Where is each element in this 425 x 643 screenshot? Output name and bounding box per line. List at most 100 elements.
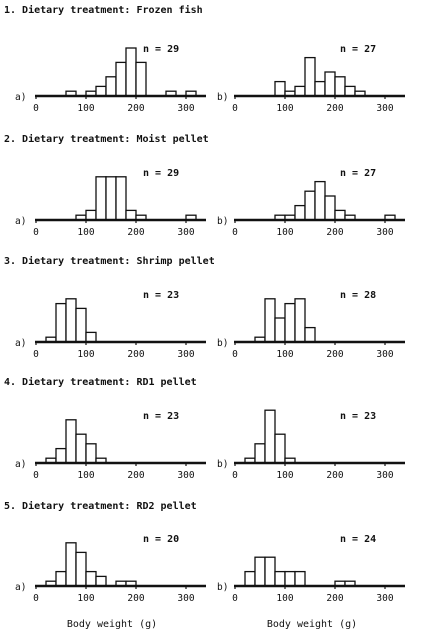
sample-size-label: n = 28 [340, 290, 376, 301]
histogram-panel-b: 0 100 200 300 b) n = 23 [217, 409, 405, 481]
histogram-bar [304, 190, 316, 221]
histogram-bar [324, 71, 336, 97]
x-axis-label: Body weight (g) [267, 619, 357, 630]
section-title: 3. Dietary treatment: Shrimp pellet [4, 255, 215, 267]
histogram-bar [95, 176, 107, 221]
x-tick-label: 300 [177, 470, 194, 481]
section-2: 2. Dietary treatment: Moist pellet 0 100 20… [4, 133, 405, 238]
x-tick-label: 200 [326, 227, 343, 238]
x-tick-label: 200 [127, 593, 144, 604]
section-title: 2. Dietary treatment: Moist pellet [4, 133, 209, 145]
histogram-bar [105, 176, 117, 221]
sample-size-label: n = 20 [143, 534, 179, 545]
histogram-panel-b: 0 100 200 300 b) n = 28 [217, 290, 405, 360]
panel-letter: a) [15, 582, 26, 593]
histogram-bar [135, 61, 147, 97]
sample-size-label: n = 23 [143, 411, 179, 422]
panel-letter: a) [15, 338, 26, 349]
section-5: 5. Dietary treatment: RD2 pellet 0 100 200 3… [4, 500, 405, 630]
section-4: 4. Dietary treatment: RD1 pellet 0 100 200 3… [4, 376, 405, 481]
histogram-bar [115, 61, 127, 97]
histogram-bar [244, 570, 256, 587]
histogram-bar [274, 433, 286, 464]
histogram-bar [304, 326, 316, 343]
histogram-bar [125, 209, 137, 221]
x-tick-label: 0 [33, 227, 39, 238]
x-tick-label: 0 [232, 103, 238, 114]
sample-size-label: n = 29 [143, 44, 179, 55]
histogram-bar [274, 80, 286, 97]
x-tick-label: 200 [127, 470, 144, 481]
histogram-bar [85, 570, 97, 587]
histogram-bar [314, 180, 326, 221]
x-tick-label: 100 [77, 103, 94, 114]
histogram-panel-a: 0 100 200 300 a) n = 29 [15, 168, 206, 238]
histogram-bar [294, 204, 306, 221]
histogram-panel-a: 0 100 200 300 a) n = 23 [15, 411, 206, 481]
histogram-bar [344, 85, 356, 97]
x-tick-label: 200 [326, 349, 343, 360]
histogram-bar [95, 85, 107, 97]
x-tick-label: 100 [276, 227, 293, 238]
section-1: 1. Dietary treatment: Frozen fish 0 100 200… [4, 4, 405, 114]
histogram-panel-b: 0 100 200 300 b) n = 27 [217, 44, 405, 114]
histogram-bar [314, 80, 326, 97]
x-tick-label: 200 [127, 227, 144, 238]
histogram-bar [274, 570, 286, 587]
histogram-bar [294, 570, 306, 587]
histogram-bar [254, 556, 266, 587]
histogram-bar [65, 298, 77, 343]
histogram-bar [105, 76, 117, 97]
x-tick-label: 0 [33, 593, 39, 604]
sample-size-label: n = 23 [143, 290, 179, 301]
x-tick-label: 0 [232, 593, 238, 604]
histogram-panel-a: 0 100 200 300 a) n = 20 Body weight (g) [15, 534, 206, 630]
panel-letter: b) [217, 216, 228, 227]
x-tick-label: 300 [376, 227, 393, 238]
panel-letter: b) [217, 92, 228, 103]
histogram-bar [264, 556, 276, 587]
x-tick-label: 300 [177, 593, 194, 604]
panel-letter: b) [217, 582, 228, 593]
histogram-bar [284, 302, 296, 343]
histogram-bar [334, 209, 346, 221]
histogram-bar [324, 195, 336, 221]
histogram-panel-b: 0 100 200 300 b) n = 24 Body weight (g) [217, 534, 405, 630]
x-tick-label: 300 [376, 470, 393, 481]
x-tick-label: 100 [276, 103, 293, 114]
histogram-bar [85, 331, 97, 343]
x-tick-label: 0 [232, 227, 238, 238]
histogram-bar [294, 298, 306, 343]
panel-letter: a) [15, 459, 26, 470]
sample-size-label: n = 23 [340, 411, 376, 422]
histogram-panel-a: 0 100 200 300 a) n = 23 [15, 290, 206, 360]
sample-size-label: n = 29 [143, 168, 179, 179]
section-title: 1. Dietary treatment: Frozen fish [4, 4, 203, 16]
histogram-bar [264, 409, 276, 464]
x-tick-label: 100 [77, 227, 94, 238]
x-tick-label: 0 [232, 470, 238, 481]
x-tick-label: 100 [77, 470, 94, 481]
histogram-bar [284, 570, 296, 587]
histogram-bar [55, 302, 67, 343]
x-tick-label: 100 [77, 349, 94, 360]
x-tick-label: 300 [376, 103, 393, 114]
panel-letter: a) [15, 216, 26, 227]
histogram-bar [334, 76, 346, 97]
x-tick-label: 0 [33, 470, 39, 481]
histogram-bar [125, 47, 137, 97]
x-tick-label: 200 [127, 103, 144, 114]
histogram-bar [65, 419, 77, 464]
panel-letter: a) [15, 92, 26, 103]
x-tick-label: 0 [33, 103, 39, 114]
histogram-bar [95, 575, 107, 587]
section-3: 3. Dietary treatment: Shrimp pellet 0 100 2… [4, 255, 405, 360]
x-tick-label: 300 [376, 593, 393, 604]
histogram-bar [254, 443, 266, 464]
panel-letter: b) [217, 338, 228, 349]
x-tick-label: 300 [177, 103, 194, 114]
histogram-bar [55, 570, 67, 587]
histogram-bar [85, 443, 97, 464]
x-axis-label: Body weight (g) [67, 619, 157, 630]
